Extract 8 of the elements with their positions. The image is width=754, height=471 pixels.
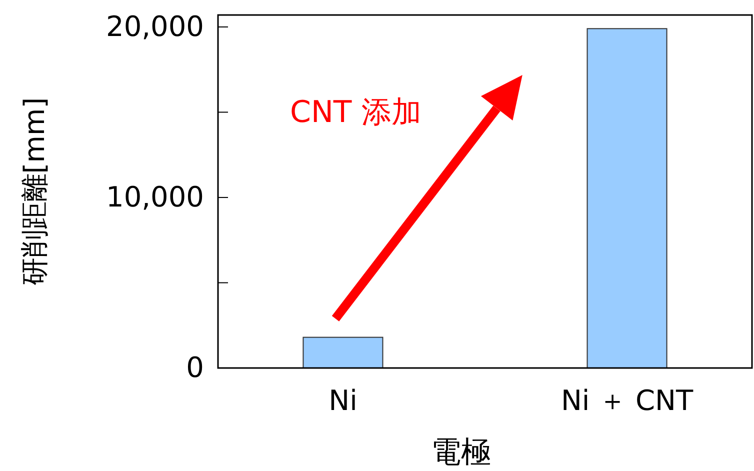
annotation: CNT 添加 xyxy=(290,95,422,130)
y-tick-label: 10,000 xyxy=(106,180,204,214)
y-tick-label: 0 xyxy=(186,350,204,384)
x-tick-label: Ni ＋ CNT xyxy=(560,384,694,417)
y-tick-label: 20,000 xyxy=(106,10,204,43)
x-axis-title: 電極 xyxy=(431,435,491,470)
y-axis-title: 研削距離[mm] xyxy=(18,97,51,286)
x-tick-label: Ni xyxy=(328,384,358,417)
